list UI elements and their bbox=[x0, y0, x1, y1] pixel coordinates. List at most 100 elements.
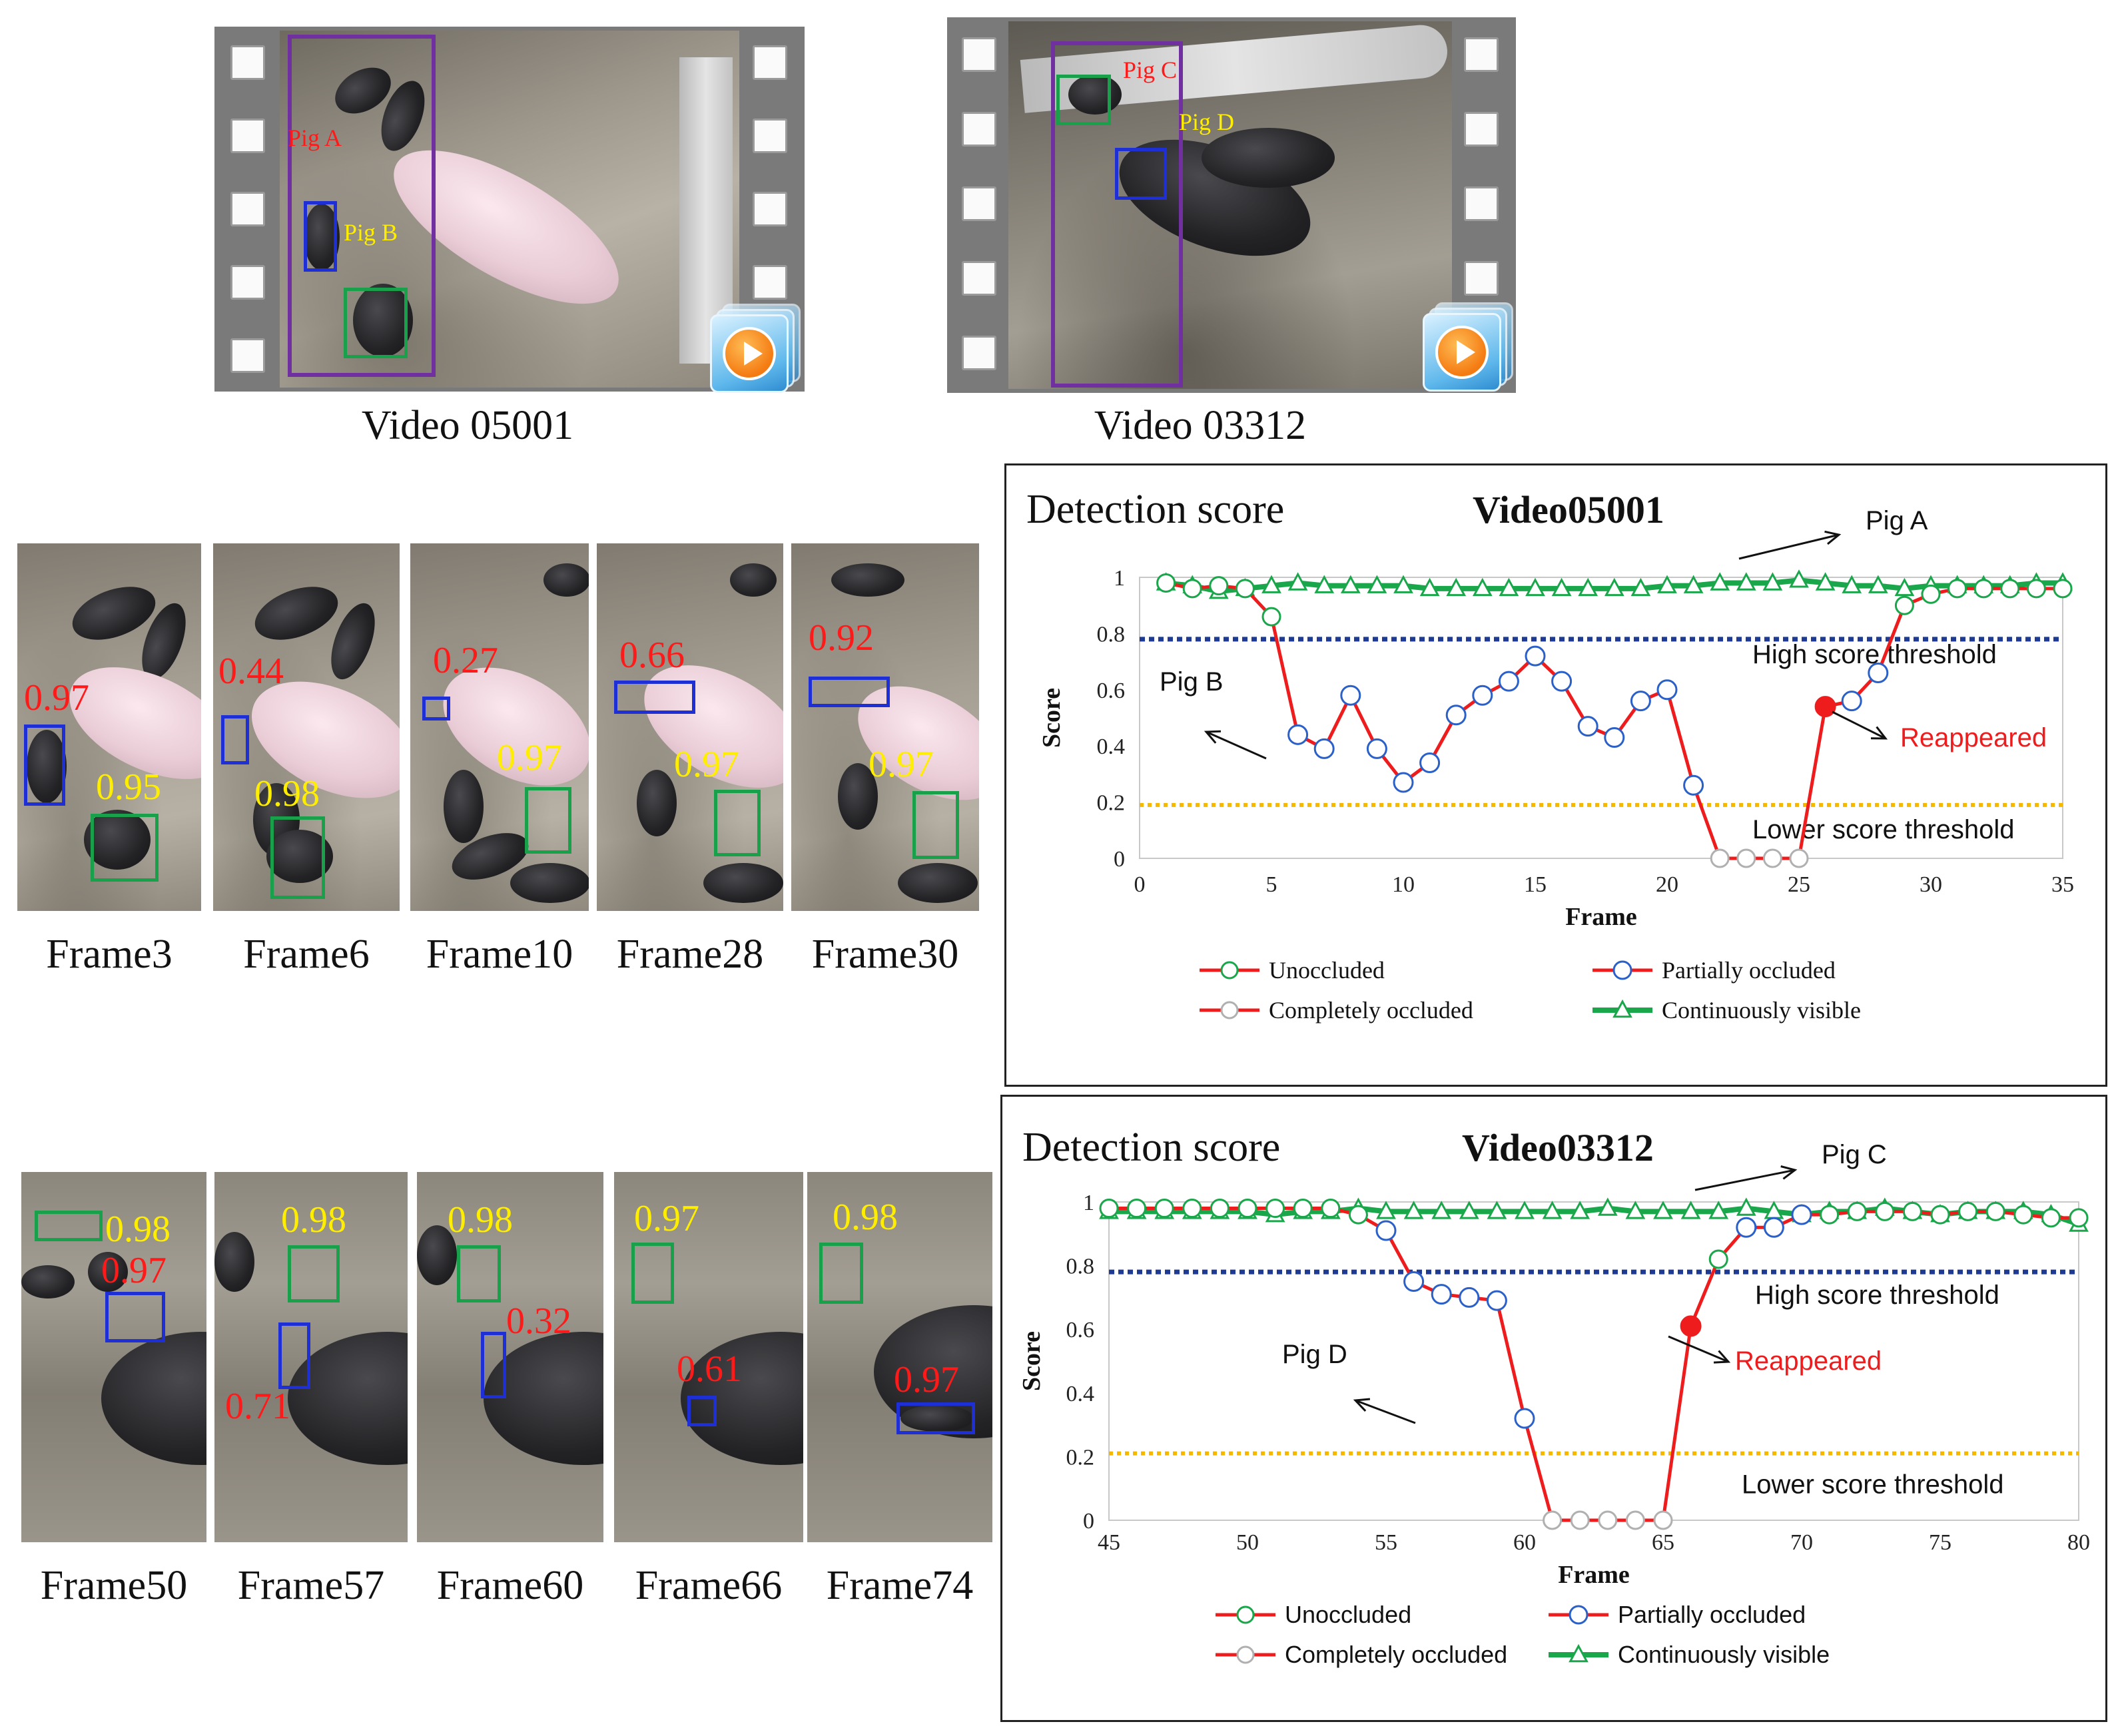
partially-occluded-point bbox=[1763, 1217, 1784, 1238]
partially-occluded-point bbox=[1287, 724, 1309, 745]
frame-3-image: 0.97 0.95 bbox=[17, 543, 201, 911]
partially-occluded-point bbox=[1630, 691, 1651, 712]
pig-c-green-box bbox=[1056, 75, 1111, 125]
continuously-visible-point bbox=[1710, 572, 1730, 591]
completely-occluded-point bbox=[1653, 1510, 1673, 1530]
legend-label: Continuously visible bbox=[1662, 997, 1861, 1023]
frame-3-red-score: 0.97 bbox=[24, 677, 89, 719]
play-icon[interactable] bbox=[710, 304, 803, 397]
unoccluded-point bbox=[1261, 607, 1281, 627]
x-tick-label: 0 bbox=[1134, 872, 1146, 897]
chart-video05001: Detection score Video0500100.20.40.60.810… bbox=[1026, 487, 2074, 1023]
partially-occluded-point bbox=[1375, 1220, 1397, 1241]
green-bounding-box bbox=[344, 288, 408, 358]
x-tick-label: 15 bbox=[1524, 872, 1547, 897]
unoccluded-point bbox=[1902, 1201, 1922, 1221]
continuously-visible-point bbox=[1542, 1201, 1563, 1219]
unoccluded-point bbox=[1182, 1199, 1202, 1219]
unoccluded-point bbox=[1930, 1205, 1950, 1225]
unoccluded-point bbox=[1237, 1199, 1257, 1219]
reappeared-label: Reappeared bbox=[1900, 723, 2047, 752]
partially-occluded-point bbox=[1459, 1287, 1480, 1308]
pig-upper-arrowhead bbox=[1824, 530, 1842, 545]
continuously-visible-point bbox=[1515, 1201, 1535, 1219]
y-tick-label: 1 bbox=[1114, 566, 1125, 591]
frame-66-caption: Frame66 bbox=[635, 1563, 783, 1608]
play-icon[interactable] bbox=[1423, 302, 1516, 396]
low-threshold-label: Lower score threshold bbox=[1752, 815, 2015, 844]
continuously-visible-point bbox=[1376, 1201, 1396, 1219]
chart-title: Video05001 bbox=[1473, 488, 1664, 531]
reappeared-arrowhead bbox=[1870, 726, 1888, 740]
frame-57-red-score: 0.71 bbox=[225, 1386, 290, 1427]
continuously-visible-point bbox=[1683, 575, 1704, 593]
video-03312-caption: Video 03312 bbox=[1094, 403, 1307, 448]
partially-occluded-point bbox=[1419, 752, 1441, 774]
y-tick-label: 0.4 bbox=[1066, 1382, 1095, 1406]
unoccluded-point bbox=[1820, 1205, 1840, 1225]
x-tick-label: 50 bbox=[1236, 1530, 1259, 1555]
continuously-visible-point bbox=[1815, 572, 1836, 591]
x-tick-label: 10 bbox=[1392, 872, 1415, 897]
continuously-visible-point bbox=[1551, 577, 1572, 597]
frame-6-image: 0.44 0.98 bbox=[213, 543, 400, 911]
frame-6-red-score: 0.44 bbox=[218, 651, 284, 692]
y-tick-label: 0.4 bbox=[1097, 734, 1126, 759]
frame-60-caption: Frame60 bbox=[436, 1563, 584, 1608]
continuously-visible-point bbox=[1499, 577, 1519, 597]
completely-occluded-point bbox=[1789, 848, 1809, 868]
partially-occluded-point bbox=[1791, 1204, 1812, 1225]
unoccluded-point bbox=[1154, 1199, 1174, 1219]
legend-unoccluded-marker bbox=[1236, 1605, 1255, 1624]
unoccluded-point bbox=[2000, 579, 2020, 599]
reappeared-arrowhead bbox=[1713, 1350, 1731, 1364]
frame-57-image: 0.98 0.71 bbox=[214, 1172, 408, 1542]
continuously-visible-point bbox=[1403, 1201, 1424, 1219]
pig-upper-arrowhead bbox=[1780, 1165, 1798, 1180]
partially-occluded-point bbox=[1340, 685, 1361, 706]
y-tick-label: 0.2 bbox=[1097, 791, 1126, 816]
unoccluded-point bbox=[1973, 579, 1993, 599]
unoccluded-point bbox=[1127, 1199, 1147, 1219]
frame-28-caption: Frame28 bbox=[616, 932, 764, 977]
video-05001-scene: Pig A Pig B bbox=[280, 31, 739, 388]
chart-video03312: Detection score Video03312 0 0.2 0.4 0.6 0.8 1 4… bbox=[1018, 1125, 2090, 1668]
partially-occluded-point bbox=[1683, 774, 1704, 796]
pig-d-bounding-box bbox=[1115, 148, 1167, 200]
continuously-visible-point bbox=[1630, 577, 1651, 597]
y-tick-label: 0.8 bbox=[1097, 622, 1126, 647]
unoccluded-point bbox=[2069, 1208, 2089, 1228]
partially-occluded-point bbox=[1393, 772, 1414, 793]
x-tick-label: 30 bbox=[1920, 872, 1942, 897]
unoccluded-point bbox=[2013, 1205, 2033, 1225]
frame-3-yellow-score: 0.95 bbox=[96, 766, 161, 808]
legend-unoccluded-marker bbox=[1220, 961, 1239, 980]
partially-occluded-point bbox=[1736, 1217, 1757, 1238]
legend-label: Completely occluded bbox=[1285, 1641, 1507, 1668]
pig-upper-label: Pig A bbox=[1866, 506, 1928, 535]
pig-lower-arrow bbox=[1355, 1399, 1416, 1424]
y-axis-label: Score bbox=[1018, 1331, 1046, 1391]
reappeared-label: Reappeared bbox=[1735, 1346, 1882, 1376]
legend-partial-marker bbox=[1569, 1605, 1589, 1625]
frame-28-image: 0.66 0.97 bbox=[597, 543, 783, 911]
pig-d-label: Pig D bbox=[1179, 109, 1235, 135]
reappeared-point bbox=[1814, 696, 1836, 718]
partially-occluded-point bbox=[1577, 716, 1598, 737]
chart-heading: Detection score bbox=[1022, 1125, 1280, 1170]
frame-30-yellow-score: 0.97 bbox=[869, 744, 934, 785]
continuously-visible-point bbox=[1708, 1201, 1729, 1219]
frame-60-red-score: 0.32 bbox=[506, 1301, 571, 1342]
partially-occluded-point bbox=[1486, 1290, 1507, 1311]
continuously-visible-point bbox=[1578, 577, 1598, 597]
y-tick-label: 0 bbox=[1083, 1509, 1094, 1534]
unoccluded-point bbox=[1293, 1199, 1313, 1219]
x-tick-label: 75 bbox=[1929, 1530, 1951, 1555]
continuously-visible-point bbox=[1487, 1201, 1507, 1219]
frame-30-caption: Frame30 bbox=[811, 932, 959, 977]
frame-50-image: 0.98 0.97 bbox=[21, 1172, 206, 1542]
continuously-visible-point bbox=[1570, 1201, 1590, 1219]
continuously-visible-point bbox=[1680, 1201, 1701, 1219]
partially-occluded-point bbox=[1514, 1408, 1535, 1429]
completely-occluded-point bbox=[1762, 848, 1782, 868]
